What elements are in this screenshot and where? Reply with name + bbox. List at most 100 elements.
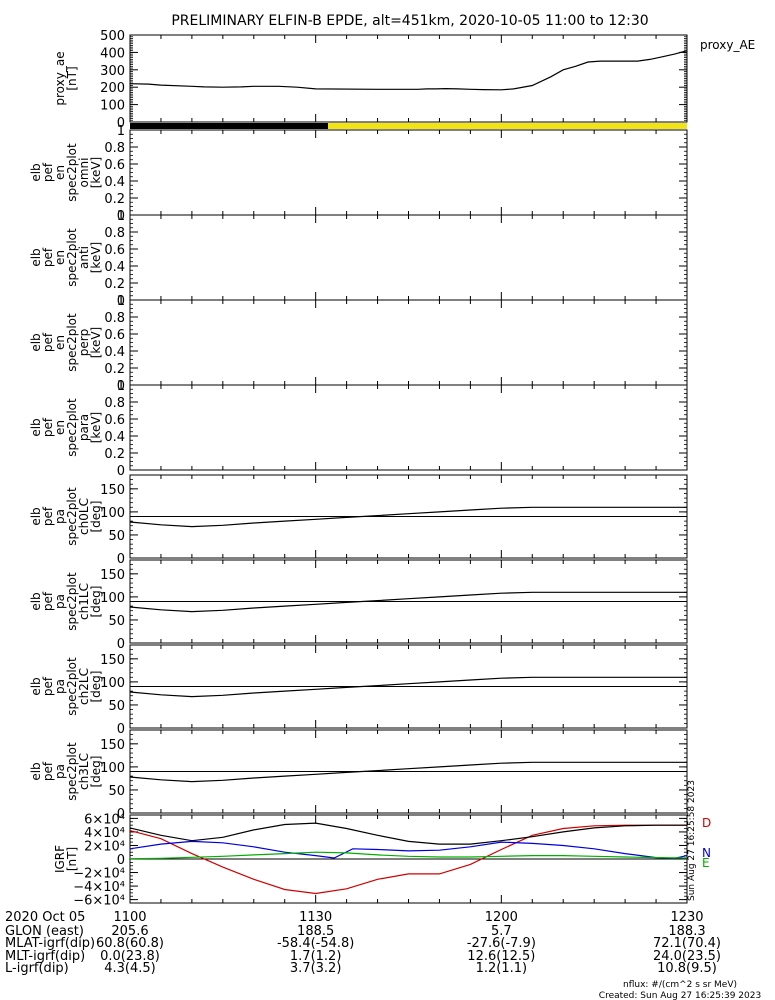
orbit-row-value: 188.3 xyxy=(668,924,705,939)
orbit-row-value: 5.7 xyxy=(491,924,512,939)
orbit-row-label: L-igrf(dip) xyxy=(5,961,69,976)
ytick-label: 1 xyxy=(117,124,125,139)
ytick-label: 100 xyxy=(100,506,125,521)
ytick-label: 150 xyxy=(100,568,125,583)
ytick-label: 100 xyxy=(100,591,125,606)
ytick-label: −6×10⁴ xyxy=(73,894,125,909)
orbit-row-label: GLON (east) xyxy=(5,924,84,939)
ylabel-line: [keV] xyxy=(89,242,103,273)
ytick-label: 1 xyxy=(117,294,125,309)
panel-frame-perp xyxy=(129,299,688,386)
ytick-label: 1 xyxy=(117,209,125,224)
flux-units-note: nflux: #/(cm^2 s sr MeV) xyxy=(623,980,737,990)
ytick-label: 0 xyxy=(117,637,125,652)
ylabel-line: [keV] xyxy=(89,412,103,443)
ylabel-line: pef xyxy=(41,591,55,611)
ytick-label: 0.4 xyxy=(104,260,125,275)
ytick-label: 150 xyxy=(100,653,125,668)
ytick-label: 0 xyxy=(117,294,125,309)
orbit-row-value: 24.0(23.5) xyxy=(653,949,721,964)
figure-title: PRELIMINARY ELFIN-B EPDE, alt=451km, 202… xyxy=(171,13,648,29)
orbit-row-value: 1230 xyxy=(670,910,703,925)
ytick-label: 0.4 xyxy=(104,430,125,445)
side-label: proxy_AE xyxy=(700,38,755,52)
ylabel-line: ch1LC xyxy=(77,583,91,620)
ylabel-line: pef xyxy=(41,417,55,437)
ylabel-line: pef xyxy=(41,506,55,526)
ylabel-line: [keV] xyxy=(89,157,103,188)
ylabel-line: elb xyxy=(29,418,43,436)
ytick-label: 50 xyxy=(108,529,125,544)
ytick-label: 100 xyxy=(100,99,125,114)
ytick-label: 0.2 xyxy=(104,192,125,207)
orbit-row-value: 4.3(4.5) xyxy=(104,961,156,976)
ylabel-line: [deg] xyxy=(89,501,103,533)
ytick-label: 0.6 xyxy=(104,413,125,428)
ytick-label: 0.8 xyxy=(104,226,125,241)
ylabel-line: pa xyxy=(53,509,67,524)
ytick-label: 2×10⁴ xyxy=(84,839,125,854)
side-timestamp: Sun Aug 27 16:25:58 2023 xyxy=(687,780,697,901)
ylabel-line: spec2plot xyxy=(65,228,79,287)
ylabel-line: ch2LC xyxy=(77,668,91,705)
ylabel-line: spec2plot xyxy=(65,657,79,716)
ylabel-line: spec2plot xyxy=(65,398,79,457)
ylabel-line: spec2plot xyxy=(65,572,79,631)
ylabel-line: ch3LC xyxy=(77,753,91,790)
ylabel-line: [deg] xyxy=(89,756,103,788)
orbit-row-value: 188.5 xyxy=(297,924,334,939)
series-line-ch0 xyxy=(129,506,687,528)
orbit-row-value: 1.2(1.1) xyxy=(476,961,528,976)
ytick-label: 0 xyxy=(117,853,125,868)
ytick-label: 100 xyxy=(100,761,125,776)
panel-frame-omni xyxy=(129,129,688,216)
orbit-row-value: 60.8(60.8) xyxy=(96,936,164,951)
ytick-label: 0.2 xyxy=(104,362,125,377)
ytick-label: 400 xyxy=(100,46,125,61)
orbit-row-value: 1130 xyxy=(299,910,332,925)
ylabel-line: anti xyxy=(77,246,91,269)
ylabel-line: proxy_ae xyxy=(53,51,67,105)
ytick-label: 100 xyxy=(100,676,125,691)
created-timestamp: Created: Sun Aug 27 16:25:39 2023 xyxy=(599,991,761,1000)
ylabel-line: pef xyxy=(41,332,55,352)
ytick-label: 0.4 xyxy=(104,175,125,190)
orbit-row-value: 10.8(9.5) xyxy=(657,961,717,976)
panel-frame-anti xyxy=(129,214,688,301)
orbit-row-value: 0.0(23.8) xyxy=(100,949,160,964)
ytick-label: 0.2 xyxy=(104,447,125,462)
ylabel-line: pef xyxy=(41,676,55,696)
ylabel-line: [nT] xyxy=(65,66,79,90)
ytick-label: 6×10⁴ xyxy=(84,812,125,827)
ytick-label: 50 xyxy=(108,614,125,629)
ylabel-line: pa xyxy=(53,679,67,694)
series-line-total-3 xyxy=(129,822,687,845)
ylabel-line: [deg] xyxy=(89,671,103,703)
orbit-row-value: 1100 xyxy=(113,910,146,925)
line-label-D: D xyxy=(702,816,711,830)
ylabel-line: en xyxy=(53,335,67,350)
ytick-label: 150 xyxy=(100,483,125,498)
ytick-label: 0.6 xyxy=(104,158,125,173)
ylabel-line: elb xyxy=(29,762,43,780)
ytick-label: −4×10⁴ xyxy=(73,880,125,895)
ytick-label: 0.4 xyxy=(104,345,125,360)
panel-bgrf: −6×10⁴−4×10⁴−2×10⁴02×10⁴4×10⁴6×10⁴IGRF[n… xyxy=(53,780,711,909)
ylabel-line: en xyxy=(53,165,67,180)
orbit-row-value: 12.6(12.5) xyxy=(467,949,535,964)
ytick-label: 0 xyxy=(117,209,125,224)
ylabel-line: para xyxy=(77,414,91,441)
ylabel-line: [keV] xyxy=(89,327,103,358)
ylabel-line: omni xyxy=(77,158,91,188)
ytick-label: 0 xyxy=(117,116,125,131)
orbit-row-value: -27.6(-7.9) xyxy=(467,936,536,951)
ytick-label: 1 xyxy=(117,379,125,394)
status-bar-segment-0 xyxy=(130,123,329,129)
ytick-label: 0.6 xyxy=(104,328,125,343)
